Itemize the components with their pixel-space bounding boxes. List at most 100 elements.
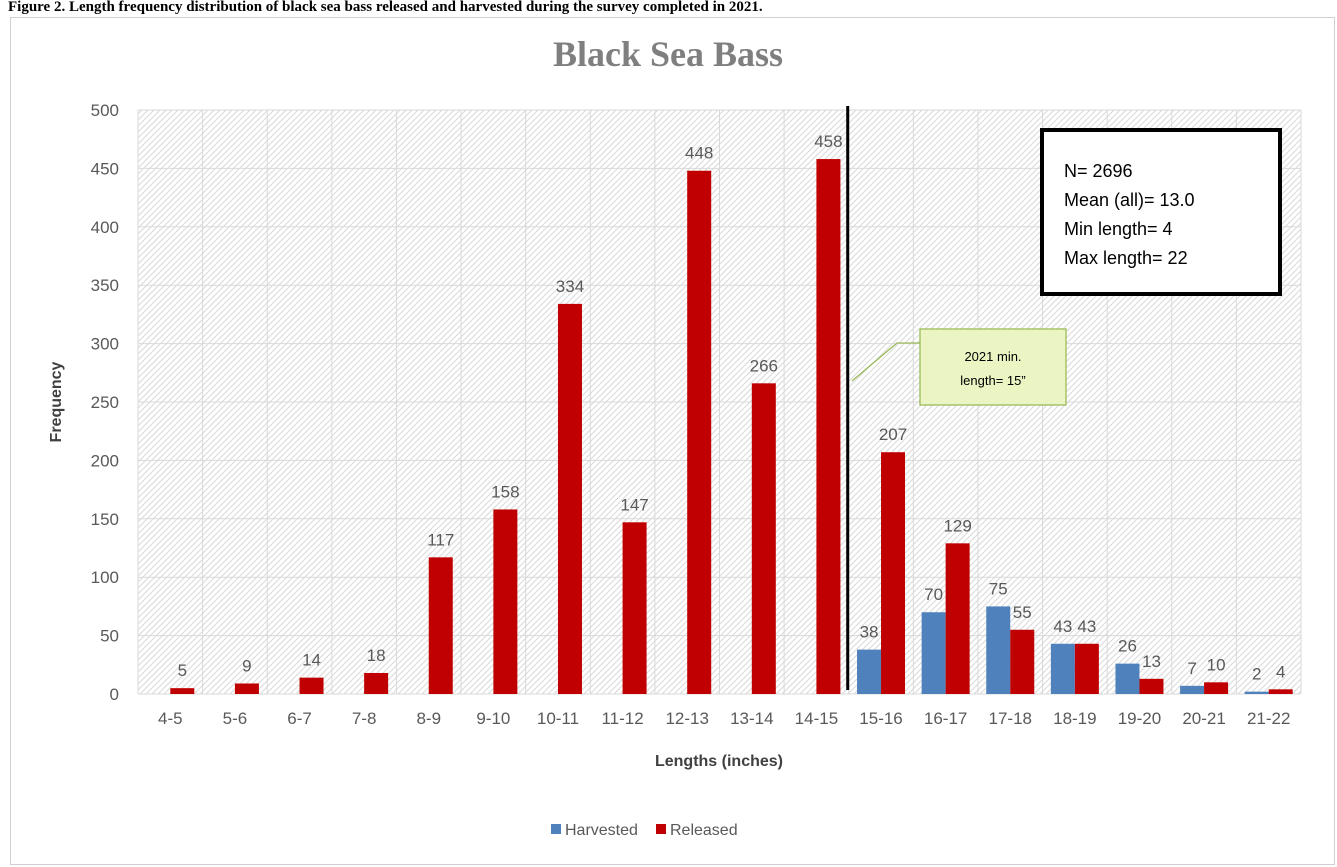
stats-box: N= 2696 Mean (all)= 13.0 Min length= 4 M… [1040,128,1282,296]
data-label-released: 18 [367,646,386,665]
legend-label-harvested: Harvested [565,822,638,839]
bar-harvested [1180,685,1205,694]
bar-harvested [1115,663,1140,694]
bar-released [364,672,389,694]
bar-released [557,303,582,694]
y-tick-label: 100 [91,568,119,587]
data-label-released: 5 [178,661,187,680]
data-label-harvested: 2 [1252,665,1261,684]
min-length-callout: 2021 min. length= 15” [851,328,1067,406]
data-label-released: 129 [943,516,971,535]
data-label-released: 458 [814,132,842,151]
x-tick-label: 5-6 [223,709,248,728]
bar-released [428,557,453,694]
bar-harvested [921,612,946,694]
bar-harvested [1244,691,1269,694]
callout-line: length= 15” [960,373,1025,388]
bar-released [945,543,970,694]
y-tick-label: 200 [91,451,119,470]
data-label-released: 448 [685,144,713,163]
x-tick-label: 10-11 [537,709,579,728]
y-tick-label: 150 [91,510,119,529]
figure-caption: Figure 2. Length frequency distribution … [8,0,763,14]
callout-leader [851,342,920,382]
bar-harvested [1050,643,1075,694]
bars [170,159,1293,695]
bar-released [816,159,841,694]
x-tick-label: 9-10 [476,709,510,728]
x-tick-label: 6-7 [287,709,312,728]
data-label-harvested: 43 [1053,617,1072,636]
bar-released [1139,678,1164,694]
legend-label-released: Released [670,822,738,839]
x-tick-label: 12-13 [665,709,708,728]
bar-released [1074,643,1099,694]
data-label-released: 266 [750,356,778,375]
y-tick-label: 0 [110,685,119,704]
data-label-released: 117 [427,530,454,549]
x-tick-label: 18-19 [1053,709,1096,728]
bar-released [622,522,647,694]
bar-released [1204,682,1229,694]
x-tick-label: 14-15 [795,709,838,728]
stats-line: Max length= 22 [1064,248,1188,268]
x-tick-label: 13-14 [730,709,773,728]
legend-swatch-harvested [551,824,561,834]
x-tick-label: 16-17 [924,709,967,728]
data-label-released: 207 [879,425,907,444]
data-label-released: 9 [242,656,251,675]
chart-title: Black Sea Bass [553,34,783,74]
data-label-harvested: 75 [989,579,1008,598]
bar-released [299,677,324,694]
bar-released [1268,689,1293,694]
bar-released [234,683,259,694]
y-tick-label: 400 [91,218,119,237]
data-label-released: 147 [620,495,648,514]
data-label-released: 334 [556,277,584,296]
x-tick-label: 21-22 [1247,709,1290,728]
bar-labels: 38 70 75 43 26 7 2 5 9 14 18 117 158 334 147 448 266 458 2… [178,132,1286,684]
bar-released [170,688,195,694]
data-label-harvested: 7 [1187,659,1196,678]
x-tick-label: 17-18 [989,709,1032,728]
stats-line: Min length= 4 [1064,219,1173,239]
data-label-released: 55 [1013,603,1032,622]
x-tick-label: 4-5 [158,709,183,728]
bar-released [687,170,712,695]
bar-released [1010,629,1035,694]
data-label-released: 14 [302,651,321,670]
stats-line: Mean (all)= 13.0 [1064,190,1195,210]
bar-released [881,452,906,694]
legend-swatch-released [656,824,666,834]
data-label-released: 10 [1207,655,1226,674]
data-label-released: 43 [1077,617,1096,636]
gridlines [137,109,1302,695]
data-label-harvested: 70 [924,585,943,604]
x-tick-label: 15-16 [859,709,902,728]
x-tick-label: 7-8 [352,709,377,728]
bar-released [493,509,518,694]
x-axis-ticks: 4-5 5-6 6-7 7-8 8-9 9-10 10-11 11-12 12-13 13-14 1… [158,709,1290,728]
x-tick-label: 11-12 [601,709,643,728]
legend: Harvested Released [551,822,738,839]
data-label-harvested: 26 [1118,637,1137,656]
y-tick-label: 300 [91,335,119,354]
x-tick-label: 19-20 [1118,709,1161,728]
y-tick-label: 500 [91,101,119,120]
data-label-harvested: 38 [860,623,879,642]
bar-harvested [857,649,882,694]
bar-harvested [986,606,1011,694]
data-label-released: 4 [1276,662,1285,681]
x-axis-label: Lengths (inches) [655,753,783,770]
x-tick-label: 8-9 [416,709,441,728]
y-tick-label: 450 [91,159,119,178]
stats-line: N= 2696 [1064,161,1133,181]
callout-line: 2021 min. [964,349,1021,364]
y-tick-label: 50 [100,627,119,646]
bar-released [751,383,776,694]
y-tick-label: 350 [91,276,119,295]
data-label-released: 158 [491,482,519,501]
y-axis-ticks: 0 50 100 150 200 250 300 350 400 450 500 [91,101,119,704]
x-tick-label: 20-21 [1182,709,1225,728]
